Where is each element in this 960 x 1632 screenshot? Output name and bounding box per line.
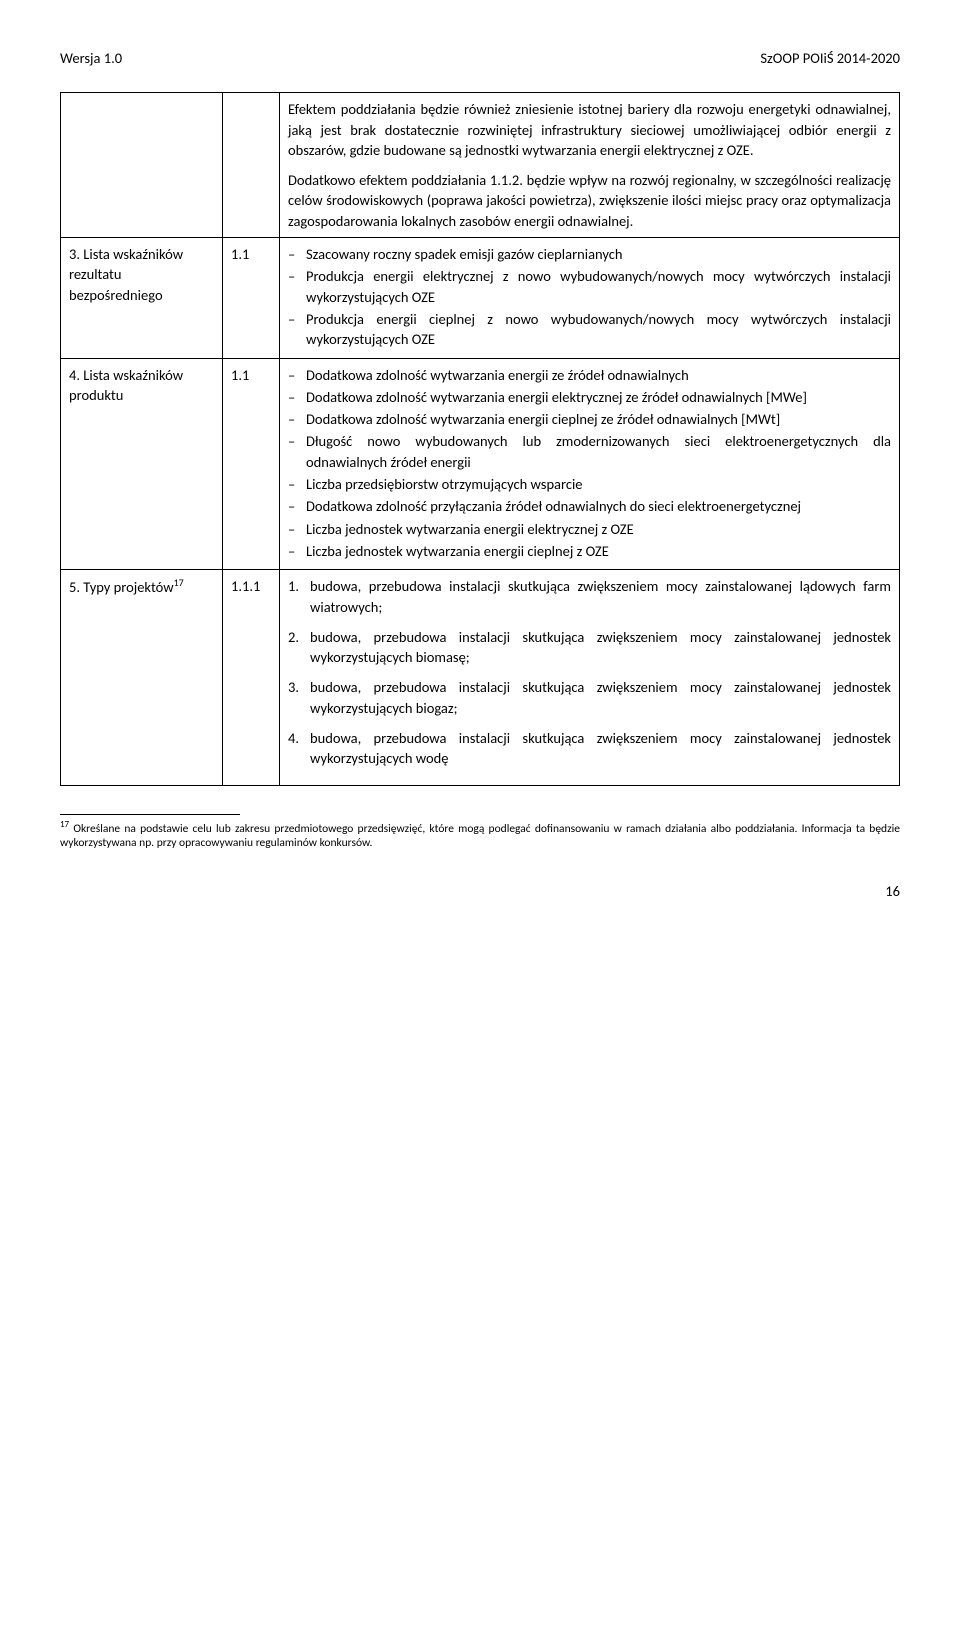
list-item: Dodatkowa zdolność wytwarzania energii c… [288, 409, 891, 429]
list-item: budowa, przebudowa instalacji skutkująca… [288, 627, 891, 668]
row-5-num: 1.1.1 [223, 570, 280, 785]
list-item: budowa, przebudowa instalacji skutkująca… [288, 728, 891, 769]
intro-num-cell [223, 93, 280, 238]
row-4-num: 1.1 [223, 358, 280, 570]
row-5: 5. Typy projektów17 1.1.1 budowa, przebu… [61, 570, 900, 785]
intro-body-cell: Efektem poddziałania będzie również znie… [280, 93, 900, 238]
list-item: Liczba jednostek wytwarzania energii ele… [288, 519, 891, 539]
list-item: Dodatkowa zdolność wytwarzania energii e… [288, 387, 891, 407]
intro-paragraph-2: Dodatkowo efektem poddziałania 1.1.2. bę… [288, 170, 891, 231]
header-left: Wersja 1.0 [60, 48, 122, 68]
row-3-label: 3. Lista wskaźników rezultatu bezpośredn… [61, 238, 223, 358]
intro-label-cell [61, 93, 223, 238]
list-item: Długość nowo wybudowanych lub zmodernizo… [288, 431, 891, 472]
row-5-list: budowa, przebudowa instalacji skutkująca… [288, 576, 891, 768]
row-3-body: Szacowany roczny spadek emisji gazów cie… [280, 238, 900, 358]
header-right: SzOOP POIiŚ 2014-2020 [760, 48, 900, 68]
row-3: 3. Lista wskaźników rezultatu bezpośredn… [61, 238, 900, 358]
list-item: Dodatkowa zdolność wytwarzania energii z… [288, 365, 891, 385]
row-3-num: 1.1 [223, 238, 280, 358]
row-4-body: Dodatkowa zdolność wytwarzania energii z… [280, 358, 900, 570]
list-item: Szacowany roczny spadek emisji gazów cie… [288, 244, 891, 264]
list-item: budowa, przebudowa instalacji skutkująca… [288, 576, 891, 617]
row-4: 4. Lista wskaźników produktu 1.1 Dodatko… [61, 358, 900, 570]
row-5-body: budowa, przebudowa instalacji skutkująca… [280, 570, 900, 785]
footnote-separator [60, 814, 240, 815]
list-item: Produkcja energii elektrycznej z nowo wy… [288, 266, 891, 307]
list-item: Produkcja energii cieplnej z nowo wybudo… [288, 309, 891, 350]
list-item: Liczba jednostek wytwarzania energii cie… [288, 541, 891, 561]
list-item: Liczba przedsiębiorstw otrzymujących wsp… [288, 474, 891, 494]
footnote-text: Określane na podstawie celu lub zakresu … [60, 821, 900, 850]
row-5-footnote-ref: 17 [174, 576, 184, 589]
content-table: Efektem poddziałania będzie również znie… [60, 92, 900, 785]
list-item: Dodatkowa zdolność przyłączania źródeł o… [288, 496, 891, 516]
footnote-17: 17 Określane na podstawie celu lub zakre… [60, 819, 900, 852]
intro-paragraph-1: Efektem poddziałania będzie również znie… [288, 99, 891, 160]
row-3-list: Szacowany roczny spadek emisji gazów cie… [288, 244, 891, 349]
intro-row: Efektem poddziałania będzie również znie… [61, 93, 900, 238]
row-5-label-text: 5. Typy projektów [69, 578, 174, 596]
page-number: 16 [60, 881, 900, 901]
footnote-number: 17 [60, 819, 69, 830]
row-4-list: Dodatkowa zdolność wytwarzania energii z… [288, 365, 891, 562]
list-item: budowa, przebudowa instalacji skutkująca… [288, 677, 891, 718]
page-header: Wersja 1.0 SzOOP POIiŚ 2014-2020 [60, 48, 900, 68]
row-4-label: 4. Lista wskaźników produktu [61, 358, 223, 570]
row-5-label: 5. Typy projektów17 [61, 570, 223, 785]
